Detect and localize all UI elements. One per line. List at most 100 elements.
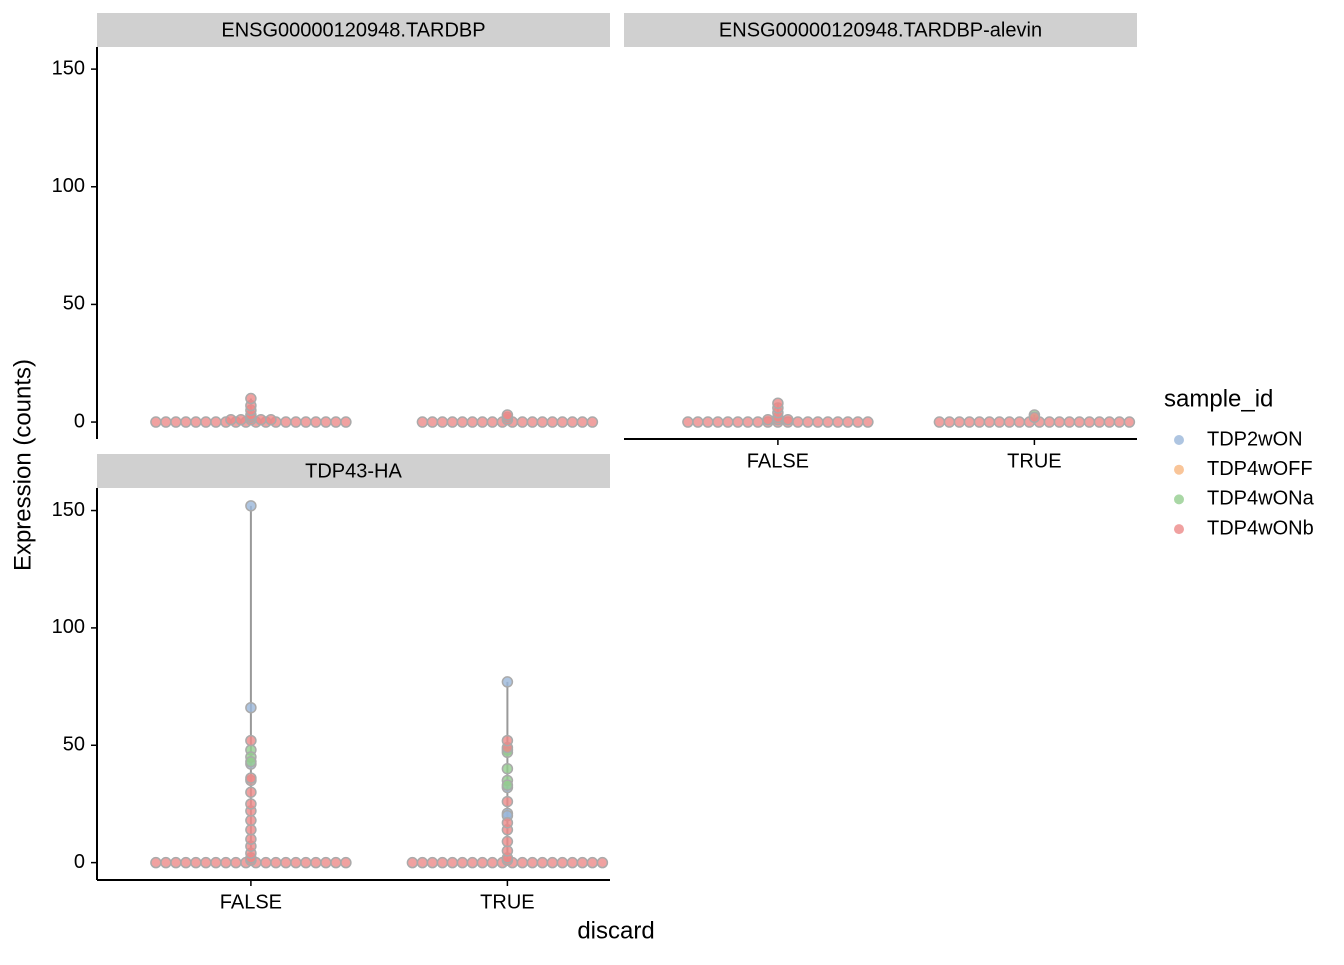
y-axis-label: Expression (counts) [9,359,36,571]
point [466,856,479,869]
point [822,416,834,428]
point [566,856,579,869]
point [170,416,182,428]
point [160,856,172,869]
y-tick-label: 150 [52,499,85,521]
point [546,416,559,428]
point [180,856,192,869]
point [501,676,514,688]
point [501,795,514,808]
facet-strip [97,13,610,47]
point [235,413,247,426]
point [556,856,569,869]
point [150,856,162,869]
point [501,409,514,421]
point [320,416,332,428]
point [170,856,182,869]
point [566,416,579,428]
point [742,416,754,428]
point [1043,416,1056,428]
point [245,833,257,845]
point [501,835,514,848]
point [993,416,1006,428]
point [416,856,429,869]
facet-strip [624,13,1137,47]
point [1013,416,1026,428]
point [245,701,257,714]
point [486,416,499,428]
point [300,416,312,428]
point [340,416,352,428]
point [576,416,589,428]
point [792,416,804,428]
point [722,416,734,428]
y-tick-label: 50 [63,293,85,315]
point [772,397,784,409]
facet-title: ENSG00000120948.TARDBP [221,19,485,41]
point [456,416,469,428]
y-tick-label: 100 [52,616,85,638]
point [245,824,257,836]
facet-title: TDP43-HA [305,460,402,482]
point [842,416,854,428]
point [330,856,342,869]
point [953,416,966,428]
point [406,856,419,869]
legend-swatch [1174,524,1184,535]
point [160,416,172,428]
point [556,416,569,428]
point [255,413,267,426]
point [245,798,257,810]
point [1053,416,1066,428]
legend-label: TDP4wONa [1207,488,1315,510]
point [245,734,257,747]
point [476,856,489,869]
x-axis-label: discard [577,917,654,944]
point [576,856,589,869]
point [245,392,257,405]
point [300,856,312,869]
point [802,416,814,428]
point [526,856,539,869]
point [446,856,459,869]
point [436,416,449,428]
point [245,755,257,768]
point [210,416,222,428]
point [692,416,704,428]
point [712,416,724,428]
point [486,856,499,869]
point [190,416,202,428]
legend-label: TDP4wONb [1207,517,1314,539]
point [330,416,342,428]
point [245,772,257,784]
legend-title: sample_id [1164,385,1273,412]
point [963,416,976,428]
point [501,762,514,775]
point [270,856,282,869]
point [832,416,844,428]
point [943,416,956,428]
point [526,416,539,428]
point [150,416,162,428]
point [536,416,549,428]
point [245,786,257,798]
y-tick-label: 0 [74,851,85,873]
x-tick-label: FALSE [747,450,809,472]
point [973,416,986,428]
point [933,416,946,428]
y-tick-label: 50 [63,734,85,756]
point [260,856,272,869]
legend-swatch [1174,435,1184,445]
point [501,779,514,791]
point [280,416,292,428]
point [1123,416,1136,428]
point [546,856,559,869]
point [265,413,277,426]
x-tick-label: FALSE [220,891,282,913]
point [426,856,439,869]
point [466,416,479,428]
point [200,416,212,428]
point [702,416,714,428]
point [310,856,322,869]
point [416,416,429,428]
